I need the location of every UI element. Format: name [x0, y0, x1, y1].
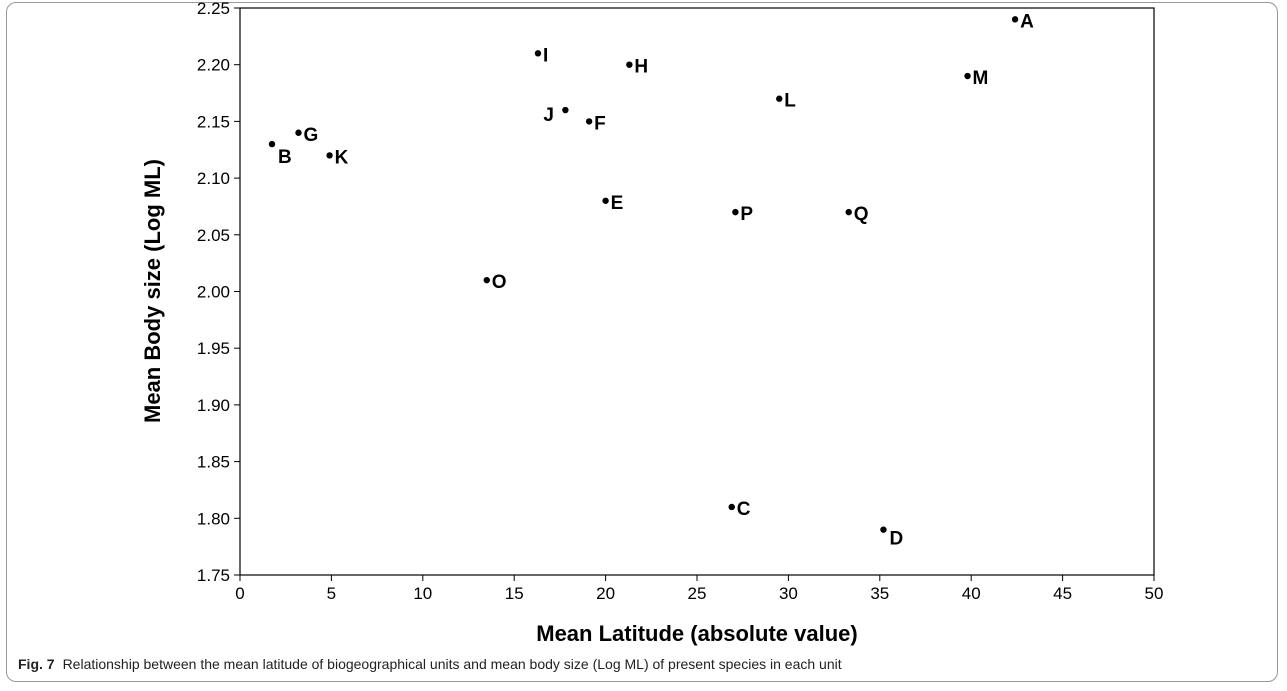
point-label: P — [740, 204, 753, 225]
point — [626, 61, 633, 68]
x-tick-label: 10 — [413, 584, 432, 603]
x-tick-label: 5 — [327, 584, 336, 603]
point — [1011, 16, 1019, 23]
y-tick-label: 2.15 — [197, 112, 230, 131]
x-tick-label: 50 — [1145, 584, 1164, 603]
point — [562, 106, 569, 114]
point — [964, 72, 971, 80]
x-tick-label: 15 — [505, 584, 524, 603]
caption-label: Fig. 7 — [18, 656, 55, 672]
y-tick-label: 1.80 — [197, 509, 230, 528]
point-label: M — [973, 68, 989, 89]
point — [295, 129, 302, 136]
point-label: I — [543, 45, 548, 66]
x-tick-label: 30 — [779, 584, 798, 603]
x-tick-label: 0 — [235, 584, 244, 603]
plot-area — [239, 7, 1155, 576]
point-label: A — [1020, 11, 1034, 32]
x-tick-label: 40 — [962, 584, 981, 603]
y-tick-label: 1.95 — [197, 339, 230, 358]
point-label: K — [335, 147, 349, 168]
point — [845, 208, 852, 216]
point-label: G — [303, 125, 318, 146]
point-label: F — [594, 113, 606, 134]
point — [585, 118, 593, 125]
point — [880, 526, 887, 533]
y-axis-title: Mean Body size (Log ML) — [140, 159, 165, 423]
y-tick-label: 1.85 — [197, 453, 230, 472]
point — [732, 208, 739, 216]
point-label: E — [611, 193, 624, 214]
y-tick-label: 2.00 — [197, 283, 230, 302]
y-tick-label: 1.90 — [197, 396, 230, 415]
point — [602, 197, 609, 204]
y-tick-label: 2.20 — [197, 56, 230, 75]
point-label: L — [784, 91, 796, 112]
point — [534, 50, 542, 57]
caption-text: Relationship between the mean latitude o… — [62, 656, 842, 672]
x-tick-label: 25 — [688, 584, 707, 603]
y-tick-label: 2.10 — [197, 169, 230, 188]
point-label: H — [634, 57, 648, 78]
point-label: O — [492, 272, 507, 293]
x-tick-label: 45 — [1053, 584, 1072, 603]
point — [326, 152, 333, 159]
point — [776, 95, 783, 102]
point — [268, 140, 276, 148]
x-axis-title: Mean Latitude (absolute value) — [536, 621, 858, 646]
point-label: B — [278, 147, 292, 168]
caption: Fig. 7 Relationship between the mean lati… — [18, 656, 842, 672]
point-label: D — [889, 529, 903, 550]
point-label: J — [543, 105, 554, 126]
y-tick-label: 1.75 — [197, 566, 230, 585]
x-tick-label: 20 — [596, 584, 615, 603]
figure-frame — [6, 2, 1278, 682]
point — [728, 503, 735, 511]
x-tick-label: 35 — [870, 584, 889, 603]
y-tick-label: 2.25 — [197, 0, 230, 18]
point-label: C — [737, 499, 751, 520]
point-label: Q — [854, 204, 869, 225]
y-tick-label: 2.05 — [197, 226, 230, 245]
point — [483, 276, 490, 284]
